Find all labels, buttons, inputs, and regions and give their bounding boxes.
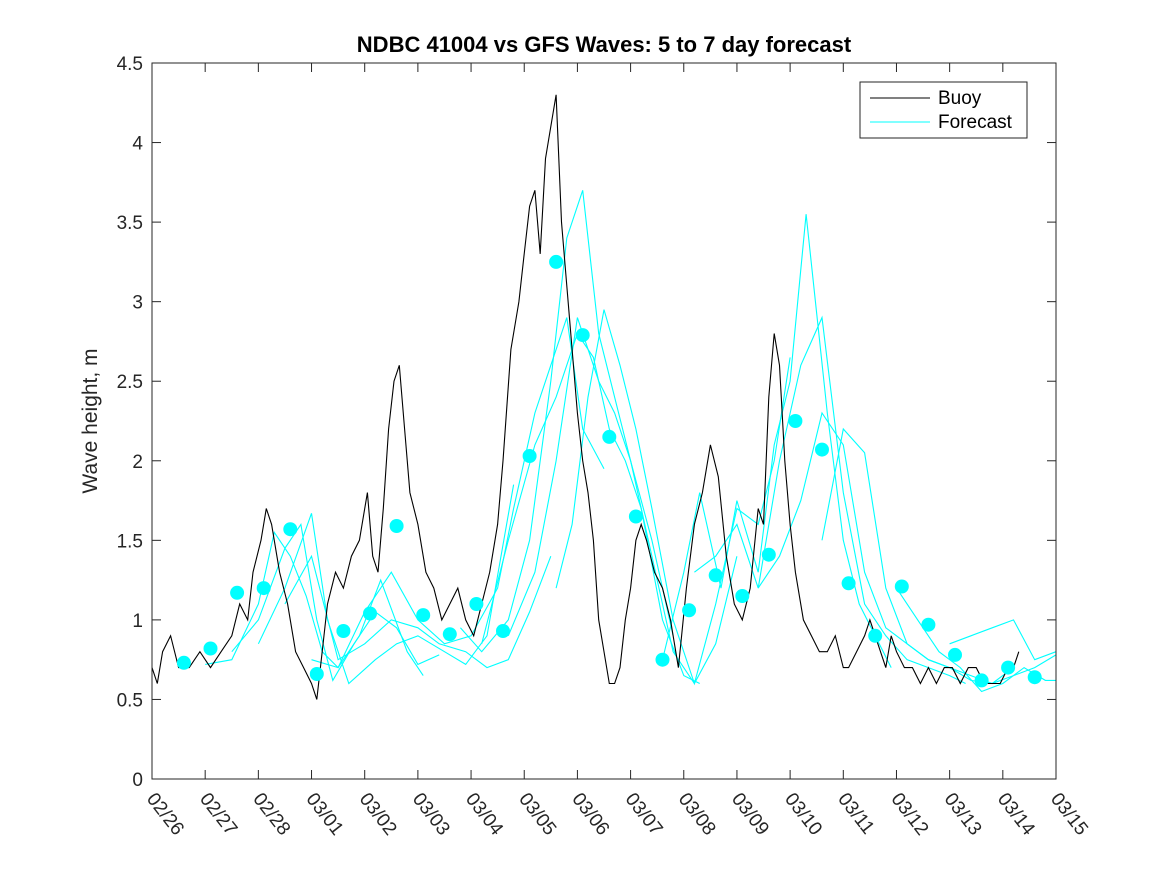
forecast-marker bbox=[682, 603, 697, 618]
forecast-marker bbox=[230, 585, 245, 600]
forecast-marker bbox=[522, 449, 537, 463]
y-tick-label: 3 bbox=[132, 293, 143, 314]
forecast-marker bbox=[1001, 660, 1016, 675]
y-tick-label: 0.5 bbox=[117, 690, 143, 711]
legend: Buoy Forecast bbox=[859, 81, 1028, 139]
y-tick-label: 2 bbox=[132, 452, 143, 473]
forecast-run-line bbox=[821, 427, 1057, 685]
forecast-run-line bbox=[257, 484, 515, 685]
forecast-marker bbox=[761, 547, 776, 562]
forecast-marker bbox=[815, 442, 829, 457]
forecast-marker bbox=[788, 414, 803, 428]
legend-forecast-label: Forecast bbox=[938, 112, 1013, 133]
legend-buoy-label: Buoy bbox=[938, 88, 982, 109]
legend-box bbox=[859, 81, 1028, 139]
forecast-marker bbox=[921, 617, 936, 632]
forecast-marker bbox=[176, 655, 191, 670]
forecast-marker bbox=[203, 641, 218, 656]
forecast-marker bbox=[363, 606, 377, 621]
y-tick-label: 2.5 bbox=[117, 372, 143, 393]
axes-box bbox=[151, 62, 1057, 780]
forecast-marker bbox=[974, 673, 989, 688]
forecast-marker bbox=[1027, 670, 1042, 685]
y-tick-label: 4.5 bbox=[117, 54, 143, 75]
forecast-markers bbox=[176, 254, 1042, 688]
y-tick-label: 0 bbox=[132, 770, 143, 791]
y-tick-label: 1 bbox=[132, 611, 143, 632]
forecast-marker bbox=[496, 624, 510, 638]
forecast-marker bbox=[336, 624, 351, 638]
forecast-marker bbox=[655, 652, 670, 667]
forecast-marker bbox=[416, 608, 431, 623]
forecast-marker bbox=[442, 627, 457, 642]
forecast-marker bbox=[841, 576, 856, 591]
forecast-marker bbox=[708, 568, 723, 583]
forecast-marker bbox=[256, 581, 271, 596]
forecast-marker bbox=[575, 328, 590, 343]
forecast-marker bbox=[948, 647, 962, 662]
y-axis-label: Wave height, m bbox=[79, 348, 102, 493]
forecast-marker bbox=[469, 597, 484, 611]
buoy-series-line bbox=[151, 94, 1020, 700]
y-tick-label: 4 bbox=[132, 134, 143, 155]
forecast-run-line bbox=[507, 317, 738, 685]
forecast-marker bbox=[549, 254, 564, 269]
buoy-line bbox=[151, 94, 1020, 700]
forecast-marker bbox=[735, 589, 750, 603]
forecast-marker bbox=[868, 628, 883, 643]
forecast-run-line bbox=[231, 522, 440, 682]
forecast-run-line bbox=[555, 309, 791, 686]
plot-area bbox=[152, 63, 1056, 779]
forecast-marker bbox=[602, 429, 617, 444]
forecast-run-line bbox=[694, 315, 966, 684]
y-tick-labels: 0 0.5 1 1.5 2 2.5 3 3.5 4 4.5 bbox=[117, 54, 144, 791]
forecast-run-line bbox=[757, 411, 1014, 685]
chart-title: NDBC 41004 vs GFS Waves: 5 to 7 day fore… bbox=[357, 32, 852, 57]
forecast-marker bbox=[628, 509, 643, 524]
forecast-run-line bbox=[205, 531, 424, 676]
forecast-run-line bbox=[284, 554, 552, 669]
y-tick-label: 1.5 bbox=[117, 531, 143, 552]
forecast-marker bbox=[894, 579, 909, 594]
y-tick-label: 3.5 bbox=[117, 213, 143, 234]
forecast-run-line bbox=[311, 317, 605, 669]
forecast-run-line bbox=[949, 619, 1057, 661]
forecast-marker bbox=[283, 522, 298, 537]
forecast-marker bbox=[389, 519, 404, 533]
forecast-marker bbox=[309, 667, 324, 681]
